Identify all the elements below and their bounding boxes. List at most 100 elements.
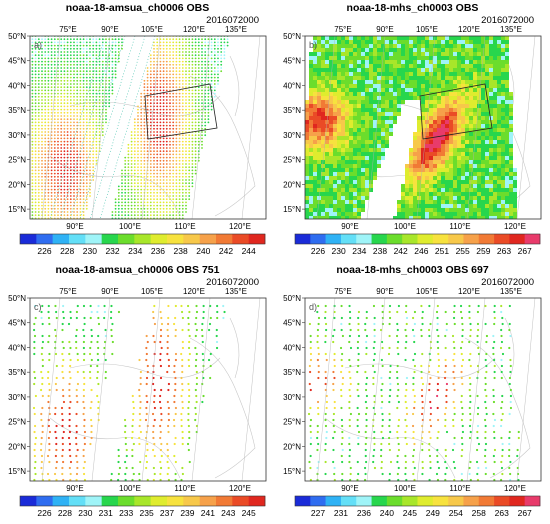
- data-cell: [441, 116, 445, 120]
- data-cell: [365, 68, 369, 72]
- data-cell: [333, 116, 337, 120]
- data-cell: [497, 44, 501, 48]
- data-cell: [381, 128, 385, 132]
- obs-point: [22, 202, 24, 204]
- obs-point: [207, 115, 210, 117]
- data-cell: [357, 56, 361, 60]
- obs-point: [82, 163, 85, 165]
- data-cell: [457, 180, 461, 184]
- data-cell: [421, 180, 425, 184]
- data-cell: [409, 68, 413, 72]
- obs-point: [69, 44, 72, 47]
- obs-point: [25, 93, 27, 95]
- data-cell: [309, 128, 313, 132]
- data-cell: [385, 52, 389, 56]
- data-cell: [481, 136, 485, 140]
- obs-point: [185, 127, 187, 130]
- data-cell: [389, 120, 393, 124]
- obs-point: [169, 153, 171, 156]
- obs-point: [76, 108, 79, 111]
- data-cell: [353, 160, 357, 164]
- data-cell: [361, 92, 365, 96]
- obs-point: [207, 79, 210, 82]
- obs-point: [153, 57, 155, 60]
- obs-point: [153, 169, 155, 172]
- obs-point: [66, 169, 69, 172]
- obs-point: [185, 179, 187, 181]
- obs-point: [178, 102, 181, 105]
- obs-point: [92, 54, 95, 57]
- data-cell: [477, 152, 481, 156]
- lon-label-bottom: 110°E: [174, 222, 195, 231]
- obs-point: [108, 70, 111, 73]
- obs-point: [175, 175, 178, 178]
- data-cell: [453, 92, 457, 96]
- data-cell: [409, 56, 413, 60]
- data-cell: [509, 116, 513, 120]
- data-cell: [313, 116, 317, 120]
- data-cell: [361, 124, 365, 128]
- data-cell: [401, 76, 405, 80]
- obs-point: [188, 175, 191, 178]
- data-cell: [317, 176, 321, 180]
- obs-point: [63, 67, 66, 69]
- data-cell: [461, 148, 465, 152]
- obs-point: [57, 38, 59, 41]
- obs-point: [41, 156, 43, 159]
- data-cell: [357, 60, 361, 64]
- obs-point: [79, 67, 82, 69]
- obs-point: [44, 41, 47, 44]
- obs-point: [95, 92, 98, 95]
- obs-point: [66, 147, 69, 149]
- data-cell: [445, 76, 449, 80]
- data-cell: [325, 112, 329, 116]
- obs-point: [175, 105, 178, 108]
- obs-point: [82, 38, 85, 41]
- obs-point: [89, 191, 91, 194]
- obs-point: [185, 175, 187, 178]
- data-cell: [429, 184, 433, 188]
- data-cell: [449, 132, 453, 136]
- obs-point: [53, 153, 56, 156]
- colorbar-swatch: [20, 234, 37, 244]
- data-cell: [501, 192, 505, 196]
- obs-point: [73, 150, 75, 153]
- obs-point: [31, 47, 34, 50]
- obs-point: [19, 150, 21, 152]
- obs-point: [22, 173, 24, 175]
- obs-point: [140, 147, 143, 149]
- obs-point: [19, 141, 21, 143]
- obs-point: [181, 159, 184, 162]
- data-cell: [437, 108, 441, 112]
- data-cell: [369, 156, 373, 160]
- obs-point: [66, 140, 69, 143]
- data-cell: [501, 156, 505, 160]
- data-cell: [457, 184, 461, 188]
- obs-point: [181, 188, 184, 191]
- obs-point: [31, 70, 34, 73]
- obs-point: [175, 201, 178, 204]
- obs-point: [63, 134, 66, 137]
- obs-point: [130, 150, 133, 153]
- data-cell: [477, 124, 481, 128]
- obs-point: [57, 195, 59, 197]
- data-cell: [377, 92, 381, 96]
- data-cell: [333, 188, 337, 192]
- obs-point: [37, 105, 40, 108]
- obs-point: [34, 102, 37, 105]
- obs-point: [169, 118, 171, 121]
- obs-point: [146, 92, 149, 95]
- data-cell: [317, 128, 321, 132]
- data-cell: [345, 72, 349, 76]
- data-cell: [333, 96, 337, 100]
- data-cell: [485, 92, 489, 96]
- data-cell: [429, 124, 433, 128]
- data-cell: [445, 68, 449, 72]
- data-cell: [449, 72, 453, 76]
- obs-point: [127, 201, 130, 204]
- data-cell: [477, 156, 481, 160]
- obs-point: [9, 214, 11, 216]
- obs-point: [50, 143, 53, 146]
- obs-point: [130, 163, 133, 165]
- data-cell: [413, 76, 417, 80]
